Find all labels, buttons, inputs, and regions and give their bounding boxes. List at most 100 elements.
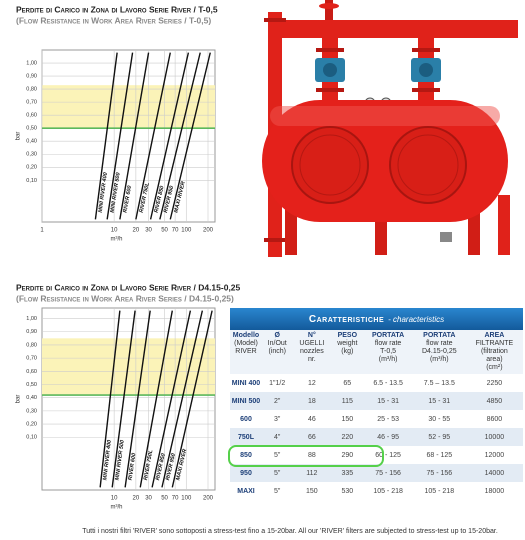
series-label: RIVER 850	[155, 453, 167, 481]
x-tick-label: 50	[161, 228, 168, 234]
column-header: PESO weight (kg)	[331, 330, 364, 374]
x-tick-label: 30	[145, 496, 152, 502]
series-label: MINI RIVER 400	[98, 172, 109, 213]
table-row: 750L 4" 66 220 46 - 95 52 - 95 10000	[230, 428, 523, 446]
y-tick-label: 0,50	[26, 382, 37, 388]
column-header-line: (cm²)	[486, 364, 503, 371]
table-cell: 950	[230, 464, 262, 482]
table-row: 600 3" 46 150 25 - 53 30 - 55 8600	[230, 410, 523, 428]
footer: Tutti i nostri filtri 'RIVER' sono sotto…	[82, 528, 498, 535]
series-line	[169, 52, 211, 220]
table-cell: 8600	[486, 415, 503, 423]
column-header-line: T-0,5	[380, 348, 397, 355]
table-cell: 65	[343, 379, 352, 387]
column-header-line: Ø	[274, 332, 280, 339]
table-cell: 750L	[230, 428, 262, 446]
column-header-line: nr.	[307, 356, 316, 363]
y-tick-label: 0,10	[26, 435, 37, 441]
column-header-line: Modello	[232, 332, 260, 339]
table-cell: 112	[292, 464, 332, 482]
table-cell: 105 - 218	[373, 487, 403, 495]
table-cell: 4850	[465, 392, 523, 410]
table-row: MAXI 5" 150 530 105 - 218 105 - 218 18000	[230, 482, 523, 500]
x-tick-label: 50	[161, 496, 168, 502]
column-header: Ø In/Out (inch)	[262, 330, 293, 374]
table-cell: 2"	[262, 392, 293, 410]
chart-title: Perdite di Carico in Zona di Lavoro Seri…	[16, 4, 218, 14]
y-tick-label: 0,20	[26, 422, 37, 428]
series-label: RIVER 950	[165, 453, 177, 481]
table-cell: MINI 500	[230, 392, 262, 410]
table-cell: 88	[307, 451, 316, 459]
y-tick-label: 1,00	[26, 60, 37, 66]
table-cell: 105 - 218	[424, 487, 455, 495]
x-axis-label: m³/h	[111, 505, 123, 511]
table-cell: 5"	[274, 487, 281, 495]
table: Modello (Model) RIVER Ø In/Out (inch) N° UGELLI…	[230, 330, 523, 500]
table-cell: 46	[307, 415, 316, 423]
y-axis-label: bar	[16, 395, 22, 404]
band	[42, 85, 215, 129]
x-tick-label: 100	[181, 228, 192, 234]
x-tick-label: 10	[111, 496, 118, 502]
series-line	[139, 310, 173, 488]
table-cell: 46 - 95	[363, 428, 413, 446]
table-cell: 1"1/2	[269, 379, 286, 387]
column-header-line: nozzles	[299, 348, 324, 355]
table-cell: 66	[292, 428, 332, 446]
column-header-line: (m³/h)	[378, 356, 398, 363]
table-cell: 25 - 53	[377, 415, 399, 423]
column-header-line: (Model)	[234, 340, 258, 347]
table-cell: MAXI	[237, 487, 255, 495]
table-cell: 850	[240, 451, 252, 459]
column-header-line: flow rate	[426, 340, 453, 347]
table-cell: 115	[331, 392, 364, 410]
series-label: RIVER 600	[128, 453, 138, 481]
series-line	[111, 310, 136, 488]
table-cell: 150	[341, 415, 354, 423]
chart-subtitle: (Flow Resistance in Work Area River Seri…	[16, 15, 211, 25]
y-tick-label: 0,20	[26, 165, 37, 171]
table-row: 950 5" 112 335 75 - 156 75 - 156 14000	[230, 464, 523, 482]
table-cell: 5"	[262, 464, 293, 482]
series-line	[171, 310, 213, 488]
column-header-line: PORTATA	[371, 332, 405, 339]
y-tick-label: 0,30	[26, 408, 37, 414]
table-cell: 75 - 156	[363, 464, 413, 482]
series-line	[94, 52, 118, 220]
x-tick-label: 30	[145, 228, 152, 234]
table-cell: 4"	[262, 428, 293, 446]
table-cell: 68 - 125	[426, 451, 453, 459]
table-cell: 5"	[274, 451, 281, 459]
column-header-line: PESO	[337, 332, 358, 339]
table-cell: 6.5 - 13.5	[373, 379, 403, 387]
y-tick-label: 1,00	[26, 316, 37, 322]
column-header: AREA FILTRANTE (filtration area) (cm²)	[465, 330, 523, 374]
chart-title: Perdite di Carico in Zona di Lavoro Seri…	[16, 282, 241, 292]
filter-tank-photo	[262, 0, 518, 257]
table-cell: 150	[306, 487, 318, 495]
series-label: MINI RIVER 500	[115, 440, 126, 481]
column-header: PORTATA flow rate T-0,5 (m³/h)	[363, 330, 413, 374]
series-label: RIVER 600	[122, 185, 133, 213]
series-line	[124, 310, 151, 488]
x-tick-label: 10	[111, 228, 118, 234]
table-cell: 220	[331, 428, 364, 446]
table-cell: 52 - 95	[412, 428, 466, 446]
column-header-line: D4.15-0,25	[421, 348, 457, 355]
y-tick-label: 0,30	[26, 152, 37, 158]
y-axis-label: bar	[16, 132, 22, 141]
series-label: RIVER 750L	[143, 449, 155, 481]
y-tick-label: 0,80	[26, 342, 37, 348]
series-line	[159, 52, 201, 220]
series-label: RIVER 850	[154, 185, 166, 213]
series-line	[135, 52, 171, 220]
table-row: MINI 400 1"1/2 12 65 6.5 - 13.5 7.5 – 13.5 225…	[230, 374, 523, 392]
column-header-line: RIVER	[235, 348, 257, 355]
table-cell: 14000	[465, 464, 523, 482]
table-cell: 15 - 31	[412, 392, 466, 410]
x-tick-label: 20	[133, 496, 140, 502]
table-cell: 30 - 55	[428, 415, 451, 423]
